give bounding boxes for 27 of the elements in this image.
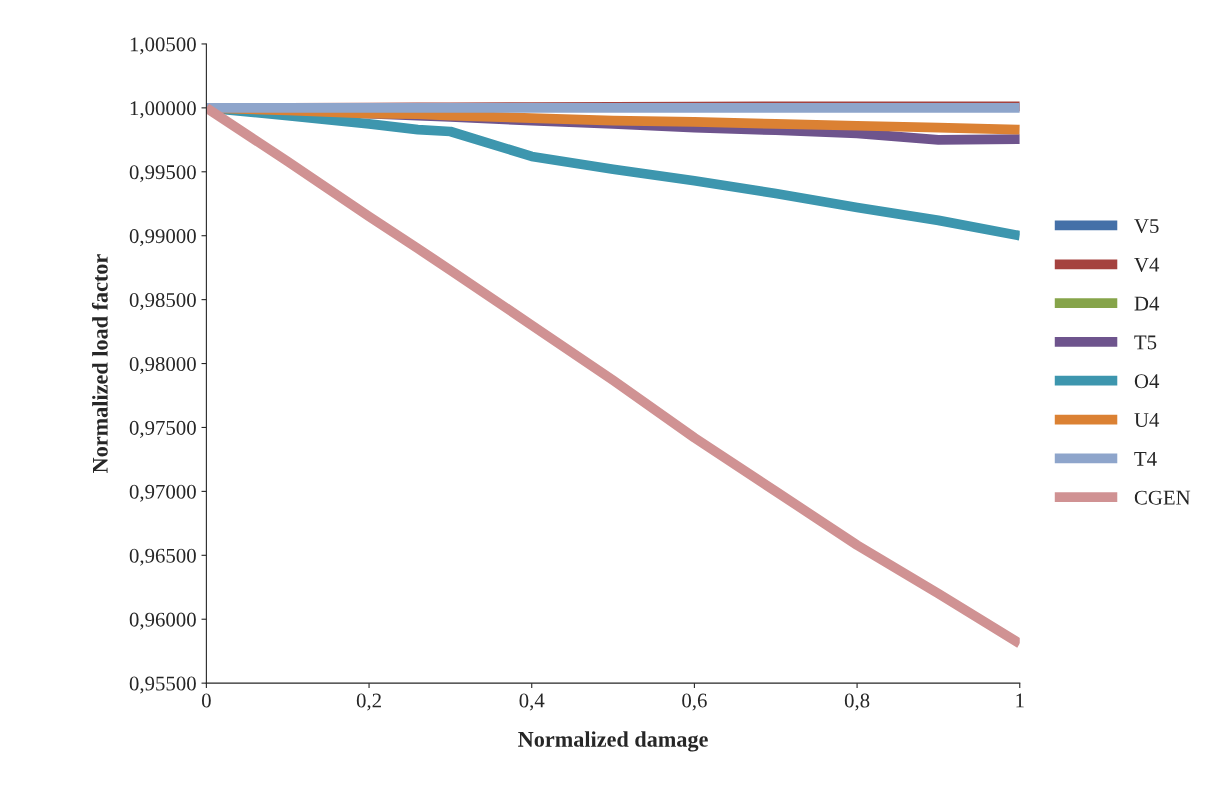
legend-label: T5 — [1134, 335, 1157, 350]
y-tick-label: 0,97000 — [129, 484, 196, 502]
legend-label: U4 — [1134, 413, 1160, 428]
y-tick-label: 0,98000 — [129, 356, 196, 374]
y-tick-label: 0,98500 — [129, 293, 196, 311]
x-axis-title: Normalized damage — [518, 731, 708, 752]
x-tick-label: 0,8 — [844, 693, 870, 711]
legend-label: T4 — [1134, 451, 1157, 466]
y-tick-label: 1,00000 — [130, 101, 196, 119]
legend-label: D4 — [1134, 296, 1160, 311]
y-tick-label: 0,95500 — [129, 676, 196, 694]
y-axis-title: Normalized load factor — [91, 254, 108, 473]
x-tick-label: 0 — [201, 693, 211, 708]
y-tick-label: 0,96000 — [129, 612, 196, 630]
x-tick-label: 1 — [1016, 693, 1024, 708]
y-tick-label: 0,96500 — [129, 548, 196, 566]
x-tick-label: 0,6 — [682, 693, 707, 711]
y-tick-label: 0,99500 — [129, 165, 196, 183]
legend-label: O4 — [1134, 374, 1160, 389]
legend-label: V4 — [1134, 257, 1160, 272]
x-tick-label: 0,2 — [356, 693, 381, 711]
y-tick-label: 1,00500 — [130, 37, 196, 55]
y-tick-label: 0,99000 — [129, 229, 196, 247]
legend-label: CGEN — [1134, 490, 1191, 505]
legend-label: V5 — [1134, 219, 1159, 234]
x-tick-label: 0,4 — [519, 693, 545, 711]
y-tick-label: 0,97500 — [129, 420, 196, 438]
